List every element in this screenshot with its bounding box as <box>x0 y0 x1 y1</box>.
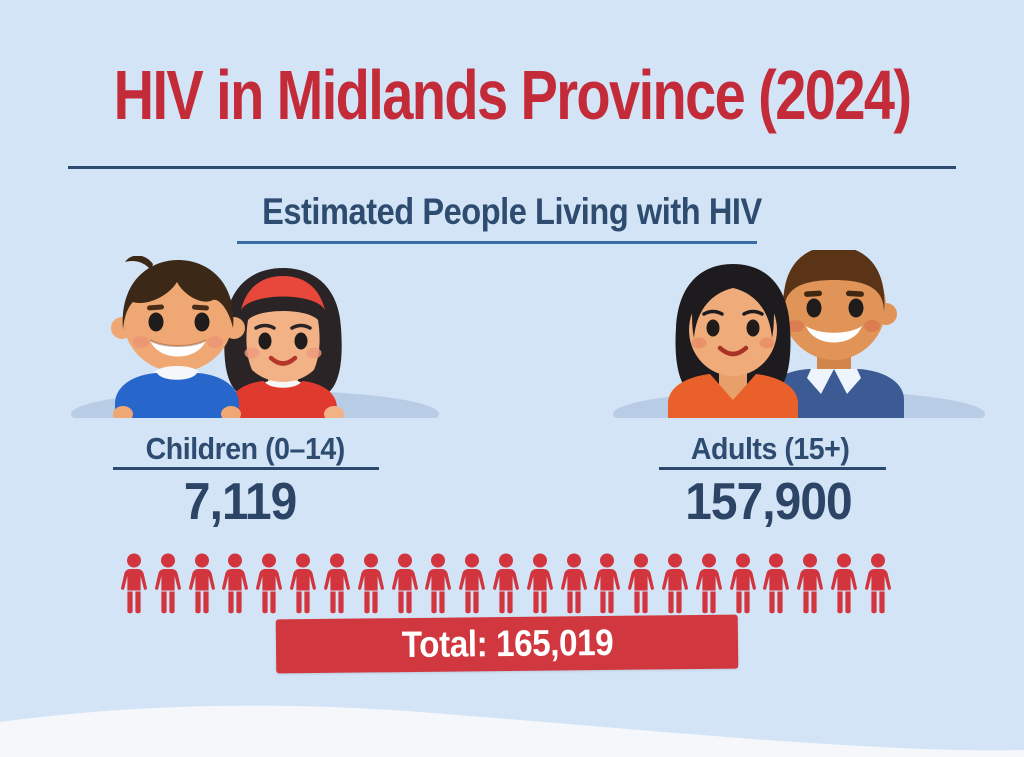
adults-illustration <box>608 250 990 418</box>
adults-label-underline <box>659 467 886 470</box>
adults-label: Adults (15+) <box>590 431 950 467</box>
person-icon <box>323 553 350 614</box>
person-icon <box>729 553 756 614</box>
page-title: HIV in Midlands Province (2024) <box>0 56 1024 134</box>
children-illustration-svg <box>71 256 439 418</box>
children-label-underline <box>113 467 379 470</box>
total-banner-text: Total: 165,019 <box>401 621 613 666</box>
person-icon <box>492 553 519 614</box>
person-icon <box>662 553 688 614</box>
adults-label-text: Adults (15+) <box>690 431 850 466</box>
children-label-text: Children (0–14) <box>145 431 345 466</box>
subtitle-underline <box>237 241 757 244</box>
man-figure <box>764 250 904 418</box>
girl-headband <box>241 276 325 310</box>
person-icon <box>188 553 215 614</box>
person-icon <box>459 553 486 614</box>
children-label: Children (0–14) <box>65 431 425 467</box>
children-illustration <box>65 256 445 418</box>
total-banner: Total: 165,019 <box>275 614 739 674</box>
person-icon <box>391 553 418 614</box>
adults-value-text: 157,900 <box>684 473 852 531</box>
children-value: 7,119 <box>60 472 420 532</box>
person-icon <box>154 553 181 614</box>
page-subtitle: Estimated People Living with HIV <box>0 191 1024 233</box>
person-icon <box>222 553 249 614</box>
person-icon <box>864 553 891 614</box>
boy-figure <box>111 256 245 418</box>
person-icon <box>695 553 722 614</box>
person-icon <box>797 553 824 614</box>
children-value-text: 7,119 <box>183 473 297 531</box>
person-icon <box>357 553 384 614</box>
person-icon <box>763 553 790 614</box>
person-icon <box>560 553 587 614</box>
adults-value: 157,900 <box>588 472 948 532</box>
person-icon <box>594 553 621 614</box>
person-icon <box>256 553 283 614</box>
person-icon <box>526 553 553 614</box>
page-title-text: HIV in Midlands Province (2024) <box>113 56 912 134</box>
person-icon <box>290 553 317 614</box>
person-icon <box>831 553 858 614</box>
person-icon <box>121 553 147 614</box>
person-icon <box>425 553 452 614</box>
person-icon <box>628 553 655 614</box>
woman-figure <box>668 264 798 418</box>
girl-figure <box>224 268 344 418</box>
page-subtitle-text: Estimated People Living with HIV <box>262 191 762 232</box>
adults-illustration-svg <box>613 250 985 418</box>
population-icon-row <box>120 552 892 615</box>
title-divider <box>68 166 956 169</box>
